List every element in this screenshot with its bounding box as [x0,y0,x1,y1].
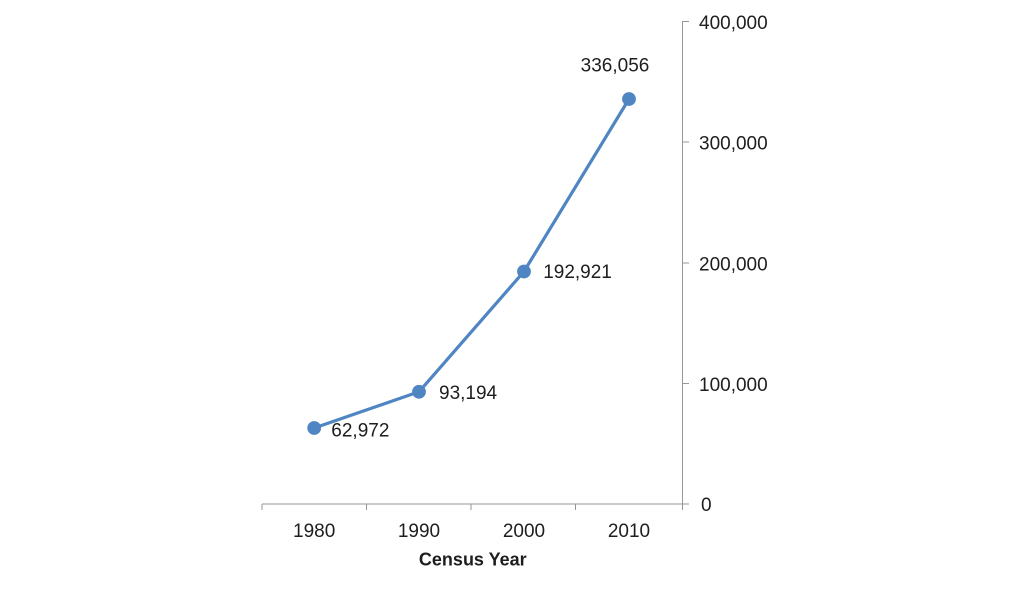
svg-text:400,000: 400,000 [699,13,768,34]
svg-text:336,056: 336,056 [581,56,650,77]
svg-text:Census Year: Census Year [419,550,527,570]
svg-text:62,972: 62,972 [331,421,389,442]
svg-text:0: 0 [701,495,712,516]
svg-text:100,000: 100,000 [699,375,768,396]
svg-text:1990: 1990 [398,521,440,542]
svg-text:200,000: 200,000 [699,254,768,275]
svg-text:93,194: 93,194 [439,383,498,404]
svg-text:192,921: 192,921 [543,262,612,283]
svg-text:2010: 2010 [608,521,650,542]
svg-text:1980: 1980 [293,521,335,542]
svg-text:2000: 2000 [503,521,545,542]
svg-text:300,000: 300,000 [699,134,768,155]
